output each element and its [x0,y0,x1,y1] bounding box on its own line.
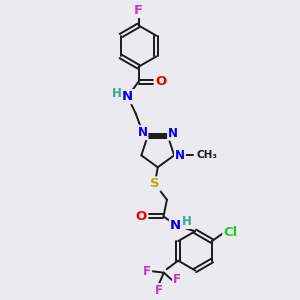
Text: F: F [143,265,151,278]
Text: O: O [136,210,147,223]
Text: H: H [182,215,192,228]
Text: F: F [134,4,143,17]
Text: N: N [122,90,133,103]
Text: N: N [170,218,181,232]
Text: S: S [150,177,160,190]
Text: Cl: Cl [223,226,238,239]
Text: O: O [155,75,166,88]
Text: N: N [175,149,185,162]
Text: F: F [173,273,181,286]
Text: H: H [112,87,122,100]
Text: F: F [154,284,163,297]
Text: CH₃: CH₃ [196,150,217,161]
Text: N: N [137,126,148,139]
Text: N: N [168,127,178,140]
